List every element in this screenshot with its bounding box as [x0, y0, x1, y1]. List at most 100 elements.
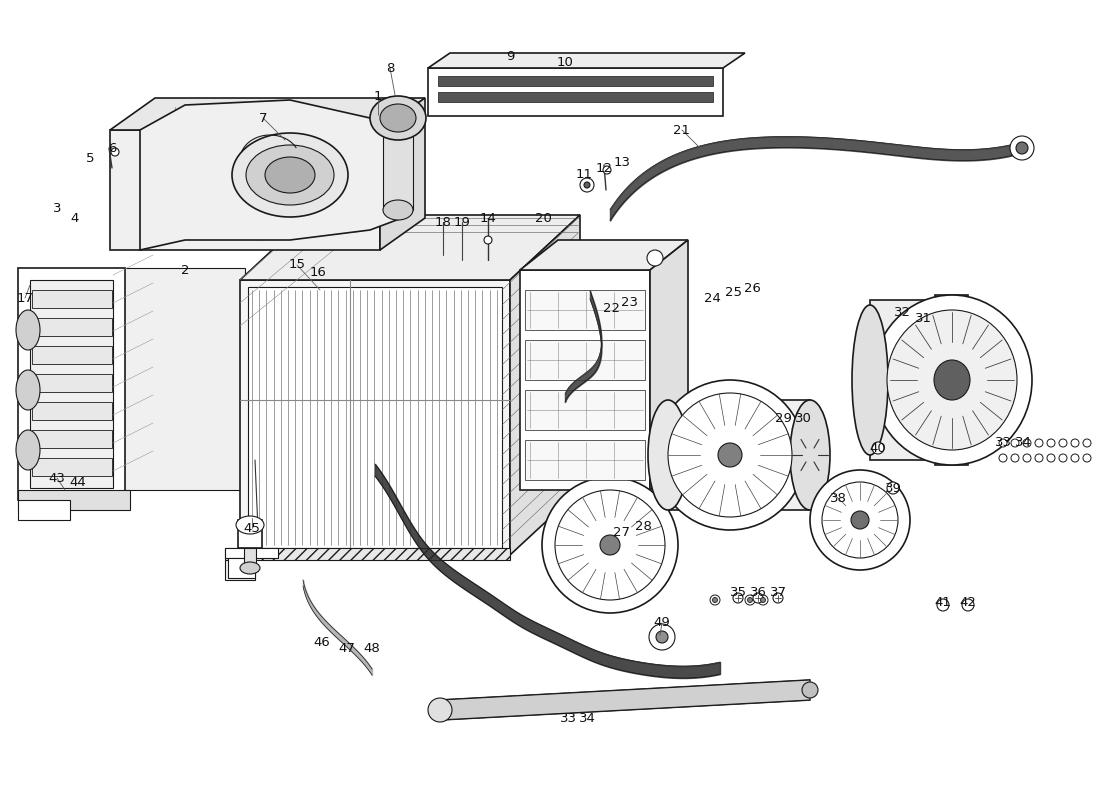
Ellipse shape [16, 430, 40, 470]
Text: 39: 39 [884, 482, 901, 494]
Polygon shape [438, 92, 713, 102]
Ellipse shape [1035, 454, 1043, 462]
Polygon shape [32, 346, 112, 364]
Ellipse shape [1023, 454, 1031, 462]
Text: 28: 28 [635, 521, 651, 534]
Ellipse shape [887, 310, 1018, 450]
Ellipse shape [484, 236, 492, 244]
Polygon shape [32, 430, 112, 448]
Polygon shape [248, 287, 502, 548]
Ellipse shape [1071, 439, 1079, 447]
Text: 43: 43 [48, 471, 65, 485]
Ellipse shape [556, 490, 666, 600]
Text: 11: 11 [575, 169, 593, 182]
Polygon shape [226, 548, 510, 560]
Text: 46: 46 [314, 637, 330, 650]
Text: 18: 18 [434, 215, 451, 229]
Text: 40: 40 [870, 442, 887, 454]
Ellipse shape [240, 562, 260, 574]
Ellipse shape [733, 593, 742, 603]
Ellipse shape [1023, 439, 1031, 447]
Ellipse shape [1011, 454, 1019, 462]
Text: 32: 32 [893, 306, 911, 318]
Ellipse shape [937, 599, 949, 611]
Text: 48: 48 [364, 642, 381, 654]
Polygon shape [379, 98, 425, 250]
Polygon shape [238, 520, 262, 548]
Ellipse shape [265, 157, 315, 193]
Polygon shape [18, 268, 125, 500]
Polygon shape [32, 402, 112, 420]
Ellipse shape [748, 598, 752, 602]
Text: 33: 33 [994, 437, 1012, 450]
Polygon shape [32, 374, 112, 392]
Text: 14: 14 [480, 211, 496, 225]
Text: 42: 42 [959, 597, 977, 610]
Text: 19: 19 [453, 215, 471, 229]
Polygon shape [240, 280, 510, 555]
Text: 17: 17 [16, 291, 33, 305]
Text: 21: 21 [673, 123, 691, 137]
Ellipse shape [1035, 439, 1043, 447]
Text: 25: 25 [725, 286, 741, 298]
Polygon shape [226, 560, 255, 580]
Text: 27: 27 [614, 526, 630, 538]
Text: 47: 47 [339, 642, 355, 654]
Text: 2: 2 [180, 263, 189, 277]
Polygon shape [383, 118, 412, 210]
Ellipse shape [872, 295, 1032, 465]
Ellipse shape [1018, 143, 1027, 153]
Text: 1: 1 [374, 90, 383, 103]
Ellipse shape [773, 593, 783, 603]
Ellipse shape [580, 178, 594, 192]
Ellipse shape [1010, 136, 1034, 160]
Polygon shape [572, 500, 654, 580]
Text: 36: 36 [749, 586, 767, 598]
Polygon shape [510, 215, 580, 555]
Text: 8: 8 [386, 62, 394, 74]
Polygon shape [935, 295, 968, 465]
Ellipse shape [1059, 454, 1067, 462]
Ellipse shape [648, 400, 688, 510]
Text: 5: 5 [86, 151, 95, 165]
Ellipse shape [236, 516, 264, 534]
Text: 6: 6 [108, 142, 117, 154]
Ellipse shape [111, 148, 119, 156]
Polygon shape [244, 548, 256, 565]
Polygon shape [440, 680, 810, 720]
Polygon shape [650, 240, 688, 490]
Text: 23: 23 [621, 295, 638, 309]
Ellipse shape [542, 477, 678, 613]
Polygon shape [668, 400, 810, 510]
Ellipse shape [758, 595, 768, 605]
Text: 3: 3 [53, 202, 62, 214]
Ellipse shape [1059, 439, 1067, 447]
Ellipse shape [379, 104, 416, 132]
Text: 30: 30 [794, 411, 812, 425]
Ellipse shape [1084, 439, 1091, 447]
Polygon shape [140, 100, 410, 250]
Text: 37: 37 [770, 586, 786, 598]
Ellipse shape [585, 560, 595, 570]
Ellipse shape [603, 166, 611, 174]
Ellipse shape [713, 598, 717, 602]
Text: 45: 45 [243, 522, 261, 534]
Ellipse shape [887, 482, 899, 494]
Ellipse shape [428, 698, 452, 722]
Ellipse shape [600, 535, 620, 555]
Text: 44: 44 [69, 477, 87, 490]
Text: 35: 35 [729, 586, 747, 598]
Polygon shape [520, 270, 650, 490]
Polygon shape [32, 290, 112, 308]
Ellipse shape [934, 360, 970, 400]
Ellipse shape [1071, 454, 1079, 462]
Ellipse shape [962, 599, 974, 611]
Polygon shape [30, 280, 113, 488]
Text: 9: 9 [506, 50, 514, 63]
Text: 31: 31 [914, 311, 932, 325]
Ellipse shape [232, 133, 348, 217]
Text: 33: 33 [560, 711, 576, 725]
Polygon shape [870, 300, 940, 460]
Text: 22: 22 [604, 302, 620, 314]
Polygon shape [113, 268, 245, 490]
